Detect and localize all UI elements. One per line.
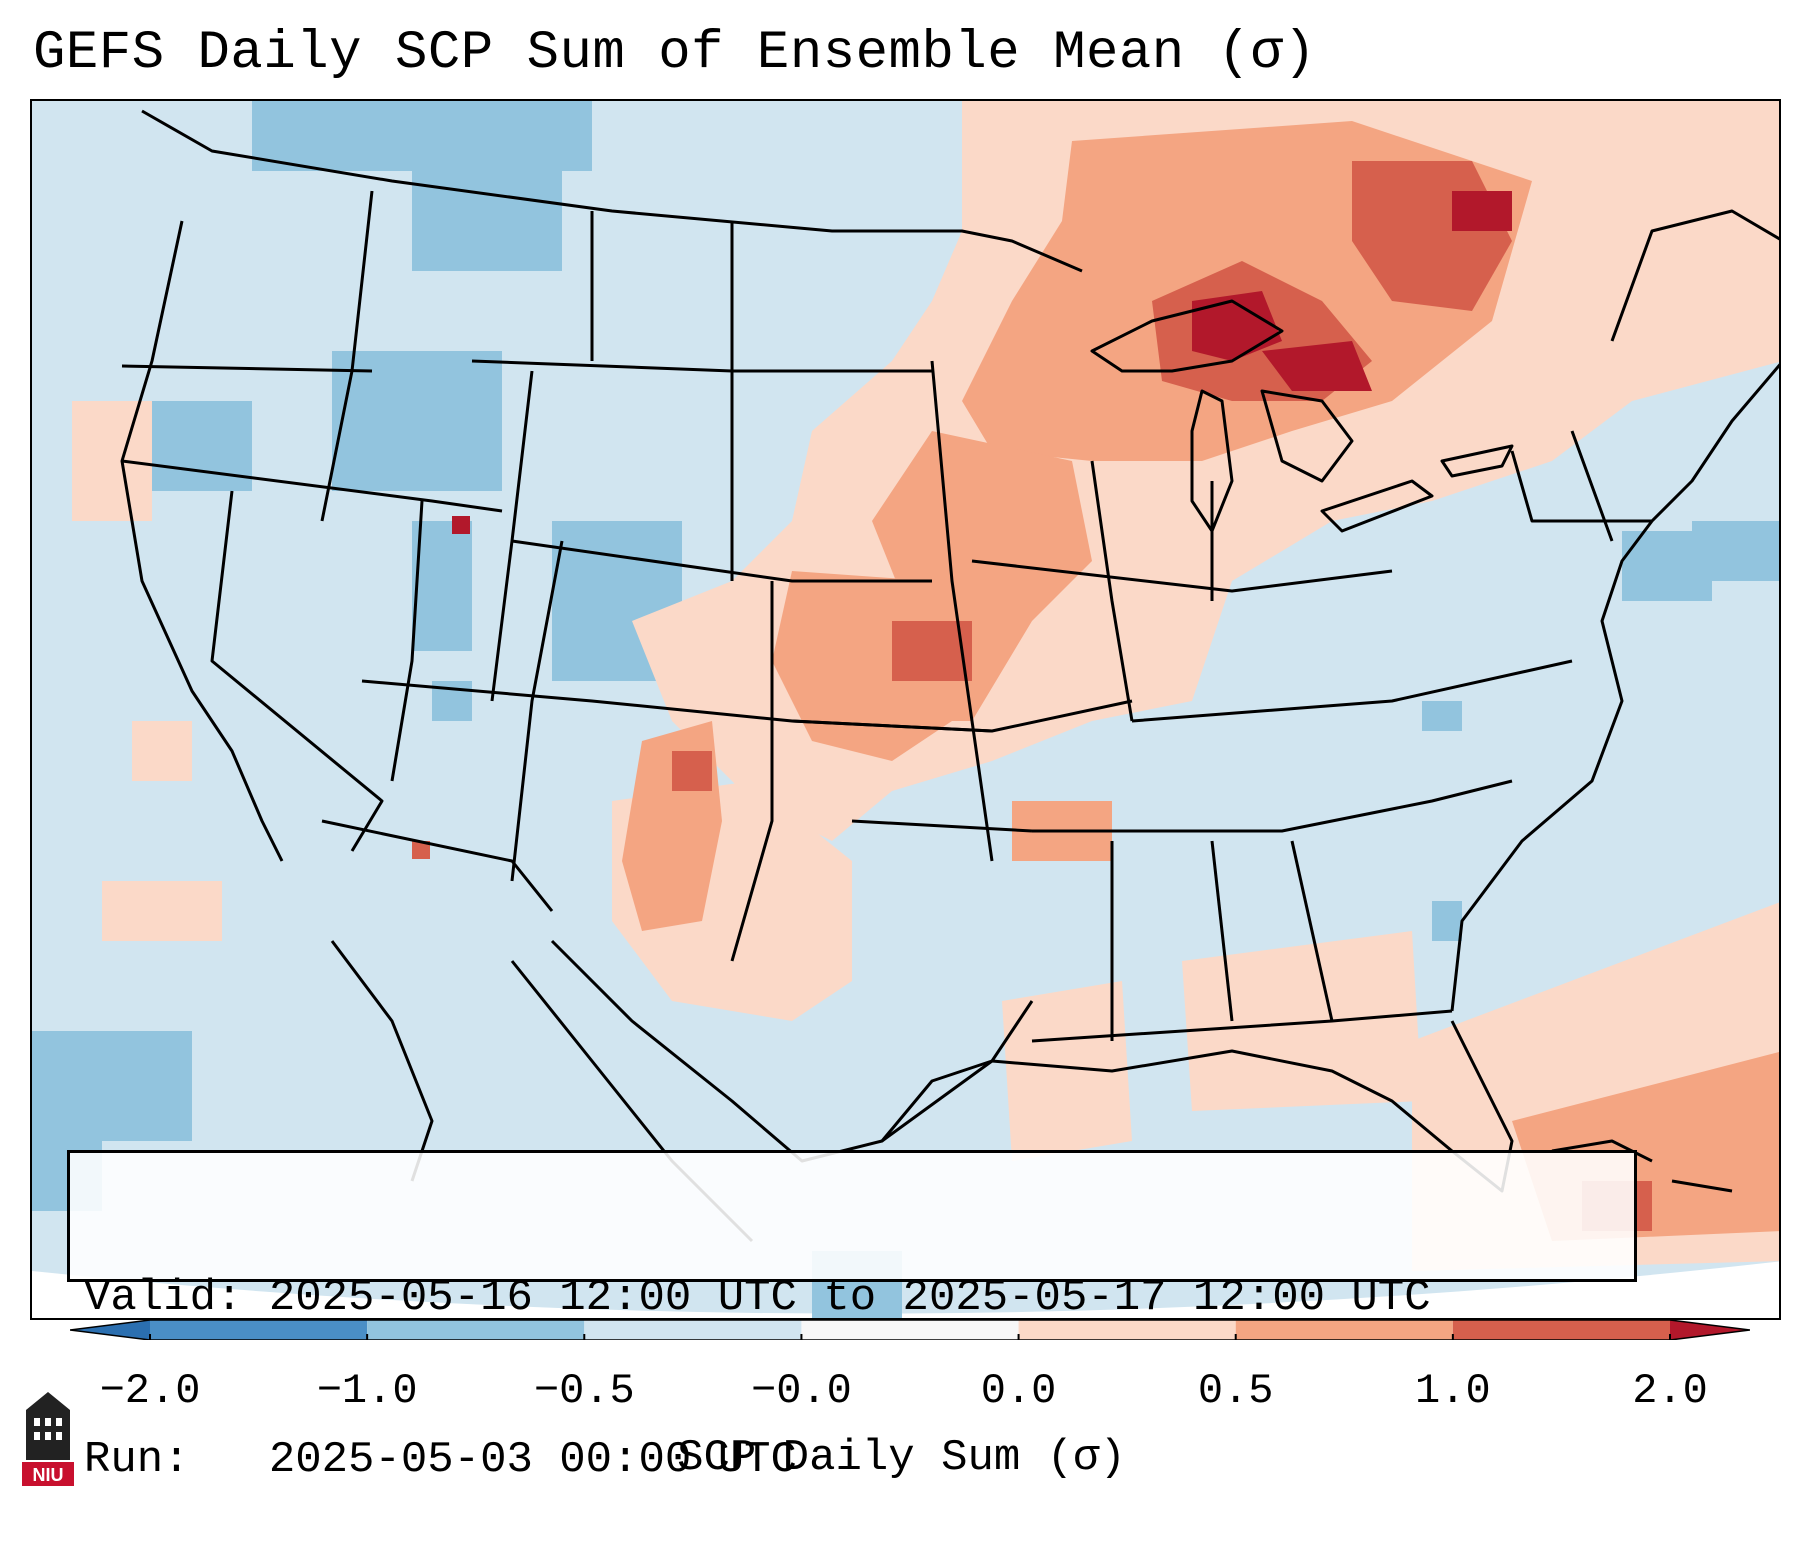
- colorbar-segment: [1018, 1320, 1236, 1340]
- valid-time-text: Valid: 2025-05-16 12:00 UTC to 2025-05-1…: [84, 1273, 1431, 1323]
- colorbar-tick-label: 0.0: [980, 1367, 1057, 1415]
- logo-text: NIU: [33, 1465, 64, 1485]
- lake-michigan: [1190, 389, 1234, 533]
- colorbar-tick-label: 2.0: [1632, 1367, 1708, 1415]
- colorbar-segment: [150, 1320, 368, 1340]
- negative-anomaly-areas: [32, 101, 1779, 1318]
- lake-superior: [1090, 299, 1284, 373]
- colorbar: [70, 1320, 1750, 1340]
- west-coast: [120, 220, 284, 862]
- map-panel: [30, 99, 1781, 1320]
- colorbar-tick-label: −2.0: [99, 1367, 201, 1415]
- colorbar-bins: [70, 1320, 1750, 1340]
- niu-logo: NIU: [22, 1392, 74, 1486]
- colorbar-segment: [1452, 1320, 1670, 1340]
- us-canada-border: [141, 109, 1083, 273]
- colorbar-extend-low: [70, 1320, 150, 1340]
- colorbar-tick-label: −0.0: [751, 1367, 852, 1415]
- scp-anomaly-map: [32, 101, 1779, 1318]
- colorbar-tick-label: −0.5: [533, 1367, 635, 1415]
- lake-huron: [1260, 389, 1354, 483]
- colorbar-segment: [801, 1320, 1019, 1340]
- lake-erie: [1320, 479, 1434, 533]
- map-title: GEFS Daily SCP Sum of Ensemble Mean (σ): [33, 23, 1317, 84]
- anomaly-field: [32, 101, 1779, 1318]
- colorbar-tick-label: 0.5: [1197, 1367, 1274, 1415]
- colorbar-extend-high: [1670, 1320, 1750, 1340]
- colorbar-label: SCP Daily Sum (σ): [677, 1433, 1126, 1483]
- lake-ontario: [1440, 444, 1514, 478]
- east-coast: [1450, 363, 1779, 1012]
- valid-run-info-box: Valid: 2025-05-16 12:00 UTC to 2025-05-1…: [67, 1150, 1637, 1485]
- colorbar-segment: [584, 1320, 802, 1340]
- colorbar-tick-label: −1.0: [316, 1367, 418, 1415]
- colorbar-tick-label: 1.0: [1415, 1367, 1491, 1415]
- colorbar-segment: [1235, 1320, 1453, 1340]
- run-time-text: Run: 2025-05-03 00:00 UTC: [84, 1435, 797, 1485]
- projection-edge: [32, 1261, 1779, 1318]
- colorbar-segment: [367, 1320, 585, 1340]
- gulf-coast: [881, 1020, 1514, 1193]
